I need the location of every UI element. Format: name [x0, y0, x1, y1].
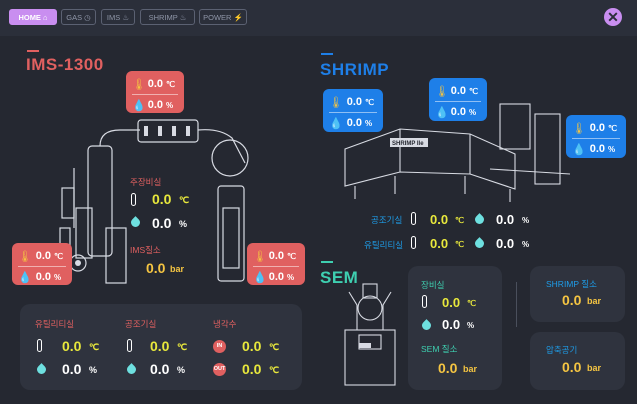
sem-title-bar [321, 261, 333, 263]
droplet-icon: 💧 [132, 99, 146, 112]
divider [516, 282, 517, 327]
droplet-icon [420, 319, 433, 332]
thermometer-icon [422, 295, 427, 308]
inlet-icon: IN [213, 340, 226, 353]
compressed-air-panel: 압축공기 0.0 bar [530, 332, 625, 390]
thermometer-icon: 🌡 [18, 250, 32, 263]
ims-badge-left: 🌡 0.0 ℃ 💧 0.0% [12, 243, 72, 285]
droplet-icon [473, 237, 486, 250]
shrimp-aircond-label: 공조기실 [371, 215, 403, 225]
ims-badge-right: 🌡 0.0 ℃ 💧 0.0% [247, 243, 305, 285]
shrimp-nitrogen-panel: SHRIMP 질소 0.0 bar [530, 266, 625, 322]
droplet-icon [35, 363, 48, 376]
dashboard-main: IMS-1300 🌡 0.0 ℃ 💧 0.0% [0, 36, 637, 404]
shrimp-title-bar [321, 53, 333, 55]
droplet-icon: 💧 [253, 271, 267, 284]
thermometer-icon [131, 193, 136, 206]
droplet-icon: 💧 [329, 117, 343, 130]
ims-title-bar [27, 50, 39, 52]
droplet-icon [473, 213, 486, 226]
sem-title: SEM [320, 268, 359, 287]
shrimp-badge-right: 🌡 0.0 ℃ 💧 0.0% [566, 115, 626, 158]
thermometer-icon: 🌡 [572, 122, 586, 135]
shrimp-title: SHRIMP [320, 60, 390, 79]
tab-home[interactable]: HOME ⌂ [9, 9, 57, 25]
thermometer-icon: 🌡 [253, 250, 267, 263]
shrimp-badge-left: 🌡 0.0 ℃ 💧 0.0% [323, 89, 383, 132]
shrimp-utility-label: 유틸리티실 [364, 240, 404, 250]
shrimp-badge-mid: 🌡 0.0 ℃ 💧 0.0% [429, 78, 487, 121]
outlet-icon: OUT [213, 363, 226, 376]
ims-nitrogen-label: IMS질소 [130, 245, 161, 255]
shrimp-machine-label: SHRIMP IIe [392, 141, 424, 147]
ims-room-label: 주장비실 [130, 177, 162, 187]
droplet-icon: 💧 [18, 271, 32, 284]
close-button[interactable]: ✕ [604, 8, 622, 26]
tab-ims[interactable]: IMS ♨ [101, 9, 135, 25]
utility-summary-panel: 유틸리티실 0.0 ℃ 0.0 % 공조기실 0.0 ℃ 0.0 % 냉각수 I… [20, 304, 302, 390]
ims-title: IMS-1300 [26, 55, 104, 74]
thermometer-icon [411, 236, 416, 249]
tab-power[interactable]: POWER ⚡ [199, 9, 247, 25]
ims-nitrogen-value: 0.0 [146, 260, 166, 276]
ims-badge-top: 🌡 0.0 ℃ 💧 0.0% [126, 71, 184, 113]
droplet-icon: 💧 [572, 143, 586, 156]
thermometer-icon: 🌡 [132, 78, 146, 91]
thermometer-icon: 🌡 [435, 85, 449, 98]
top-navbar: HOME ⌂ GAS ◷ IMS ♨ SHRIMP ♨ POWER ⚡ ✕ [0, 0, 637, 34]
shrimp-machine-illustration: SHRIMP IIe [344, 103, 571, 202]
thermometer-icon: 🌡 [329, 96, 343, 109]
ims-room-hum: 0.0 [152, 215, 172, 231]
ims-room-temp: 0.0 [152, 191, 172, 207]
thermometer-icon [127, 339, 132, 352]
thermometer-icon [411, 212, 416, 225]
tab-gas[interactable]: GAS ◷ [61, 9, 96, 25]
thermometer-icon [37, 339, 42, 352]
tab-shrimp[interactable]: SHRIMP ♨ [140, 9, 195, 25]
ims-machine-illustration [59, 119, 249, 284]
droplet-icon: 💧 [435, 106, 449, 119]
sem-machine-illustration [344, 283, 396, 386]
droplet-icon [125, 363, 138, 376]
sem-room-panel: 장비실 0.0 ℃ 0.0 % SEM 질소 0.0 bar [408, 266, 502, 390]
